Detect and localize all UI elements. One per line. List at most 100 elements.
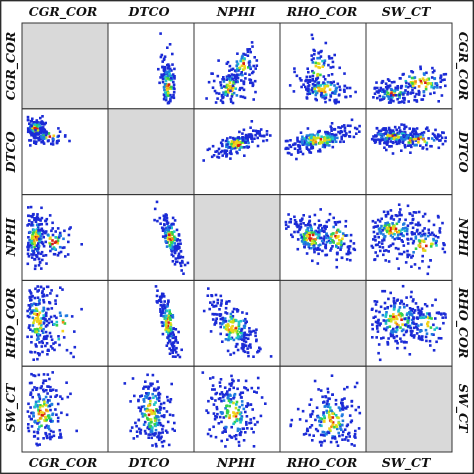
scatter-point [242,349,245,353]
scatter-point [33,328,37,331]
scatter-point [256,130,260,133]
scatter-point [322,239,325,242]
scatter-point [319,243,322,247]
scatter-point [396,341,399,345]
scatter-point [414,211,418,214]
scatter-point [247,66,250,69]
scatter-point [53,314,56,318]
scatter-point [37,231,40,234]
scatter-point [389,319,393,323]
scatter-point [309,140,312,144]
scatter-point [163,88,166,92]
scatter-point [328,98,332,102]
scatter-point [35,140,38,144]
scatter-point [296,247,300,251]
scatter-point [400,84,404,88]
scatter-point [375,134,378,138]
scatter-point [166,399,170,402]
scatter-point [314,77,318,81]
scatter-point [207,399,210,403]
scatter-point [160,293,164,296]
scatter-point [39,237,43,241]
scatter-point [236,387,239,391]
scatter-point [259,414,263,418]
scatter-point [326,134,329,138]
scatter-point [151,433,155,436]
scatter-point [386,78,390,81]
scatter-point [29,406,32,409]
scatter-point [305,252,309,255]
scatter-point [301,135,304,139]
scatter-point [301,409,305,413]
scatter-point [335,244,338,247]
scatter-point [337,235,340,238]
scatter-point [168,243,172,247]
scatter-point [244,72,247,75]
scatter-point [372,96,375,99]
scatter-point [171,351,174,354]
scatter-point [57,335,60,338]
scatter-point [318,423,322,427]
scatter-point [136,435,139,438]
scatter-point [339,427,342,430]
scatter-point [341,423,344,427]
scatter-point [56,241,59,245]
scatter-point [269,134,272,137]
scatter-point [400,213,403,217]
scatter-point [221,138,224,142]
scatter-point [239,417,242,421]
scatter-point [45,389,48,392]
scatter-point [166,395,169,399]
scatter-point [48,214,52,217]
scatter-point [50,320,54,324]
scatter-point [54,341,57,344]
scatter-point [306,427,309,431]
scatter-point [28,415,31,418]
scatter-point [324,432,328,436]
scatter-point [418,245,422,249]
scatter-point [34,344,38,348]
scatter-point [331,436,334,440]
scatter-point [290,418,294,422]
scatter-point [231,77,234,81]
scatter-points [26,32,448,448]
scatter-point [385,143,389,146]
scatter-point [334,236,338,240]
scatter-point [231,310,235,314]
scatter-point [293,219,297,222]
scatter-point [172,254,175,258]
scatter-point [211,312,214,316]
scatter-point [326,141,329,145]
scatter-point [381,95,385,99]
scatter-point [326,84,329,88]
scatter-point [319,420,323,424]
scatter-point [396,346,399,350]
scatter-point [40,250,44,254]
scatter-point [152,389,156,392]
scatter-point [49,292,52,295]
scatter-point [411,254,414,258]
scatter-point [42,322,46,325]
scatter-point [245,420,248,424]
scatter-point [229,136,232,139]
scatter-point [335,424,338,427]
scatter-point [344,407,348,410]
scatter-point [42,388,45,392]
scatter-point [33,386,36,389]
scatter-point [415,127,419,130]
scatter-point [434,298,437,302]
scatter-point [406,90,410,94]
scatter-point [236,76,240,80]
scatter-point [330,81,334,85]
scatter-point [134,421,137,425]
scatter-point [164,240,167,243]
scatter-point [221,96,224,100]
scatter-point [36,223,39,226]
scatter-point [413,86,417,90]
scatter-point [162,321,165,324]
scatter-point [228,328,231,331]
scatter-point [226,88,230,91]
scatter-point [331,91,334,95]
scatter-point [400,137,403,140]
scatter-point [227,335,231,339]
